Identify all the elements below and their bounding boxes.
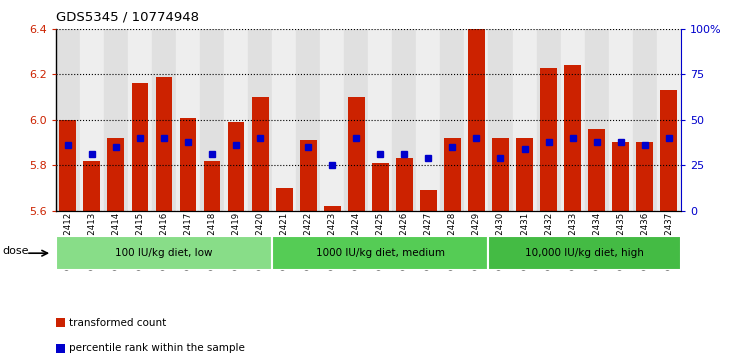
Bar [417, 29, 440, 211]
Bar [204, 160, 220, 211]
Bar [468, 29, 485, 211]
Bar [60, 120, 76, 211]
Bar [128, 29, 152, 211]
Bar [272, 236, 489, 270]
Bar [585, 29, 609, 211]
Bar [464, 29, 489, 211]
Bar [440, 29, 464, 211]
Bar [324, 206, 341, 211]
Bar [540, 68, 557, 211]
Bar [228, 122, 245, 211]
Bar [396, 158, 413, 211]
Bar [636, 142, 653, 211]
Text: 100 IU/kg diet, low: 100 IU/kg diet, low [115, 248, 213, 258]
Bar [368, 29, 392, 211]
Bar [104, 29, 128, 211]
Bar [83, 160, 100, 211]
Bar [179, 118, 196, 211]
Bar [632, 29, 657, 211]
Bar [80, 29, 104, 211]
Text: 10,000 IU/kg diet, high: 10,000 IU/kg diet, high [525, 248, 644, 258]
Bar [344, 29, 368, 211]
Bar [107, 138, 124, 211]
Bar [200, 29, 224, 211]
Bar [392, 29, 417, 211]
Bar [155, 77, 173, 211]
Bar [657, 29, 681, 211]
Bar [536, 29, 560, 211]
Bar [176, 29, 200, 211]
Bar [152, 29, 176, 211]
Bar [296, 29, 320, 211]
Bar [513, 29, 536, 211]
Bar [300, 140, 317, 211]
Bar [372, 163, 388, 211]
Bar [444, 138, 461, 211]
Bar [489, 236, 681, 270]
Bar [560, 29, 585, 211]
Bar [609, 29, 632, 211]
Bar [516, 138, 533, 211]
Bar [348, 97, 365, 211]
Bar [56, 236, 272, 270]
Bar [272, 29, 296, 211]
Text: 1000 IU/kg diet, medium: 1000 IU/kg diet, medium [315, 248, 445, 258]
Bar [248, 29, 272, 211]
Bar [132, 83, 148, 211]
Bar [589, 129, 605, 211]
Bar [320, 29, 344, 211]
Bar [612, 142, 629, 211]
Bar [492, 138, 509, 211]
Text: transformed count: transformed count [69, 318, 167, 328]
Bar [420, 190, 437, 211]
Text: percentile rank within the sample: percentile rank within the sample [69, 343, 245, 354]
Bar [489, 29, 513, 211]
Bar [224, 29, 248, 211]
Bar [56, 29, 80, 211]
Bar [661, 90, 677, 211]
Text: GDS5345 / 10774948: GDS5345 / 10774948 [56, 11, 199, 24]
Bar [276, 188, 292, 211]
Bar [564, 65, 581, 211]
Text: dose: dose [2, 246, 29, 256]
Bar [251, 97, 269, 211]
